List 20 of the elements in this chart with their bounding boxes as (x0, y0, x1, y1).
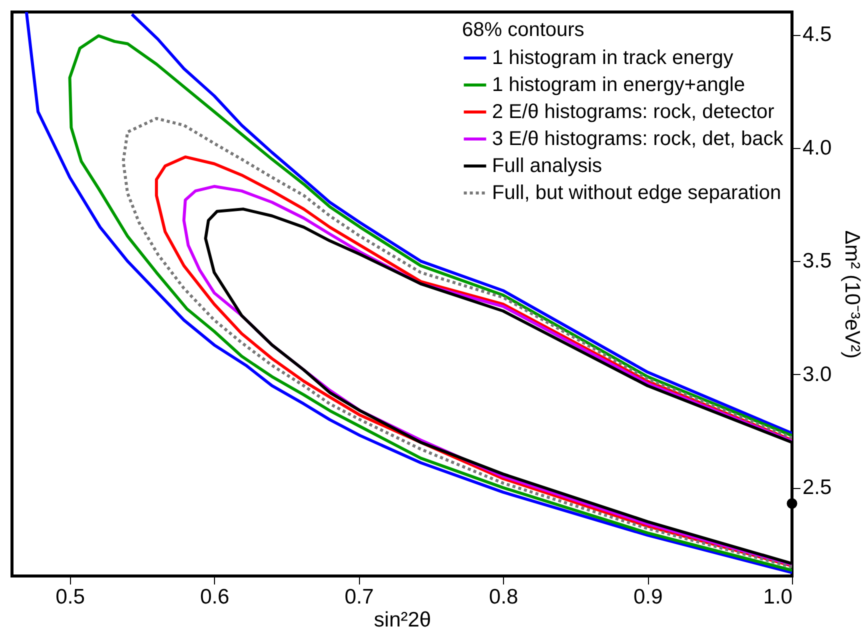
x-tick-label: 0.5 (56, 586, 85, 608)
y-tick-label: 3.5 (802, 250, 832, 273)
y-tick-label: 2.5 (802, 476, 832, 500)
x-axis-title: sin²2θ (374, 608, 432, 632)
legend-title: 68% contours (462, 19, 584, 41)
x-tick-label: 1.0 (763, 586, 792, 608)
legend-label: 1 histogram in track energy (492, 47, 734, 69)
legend-label: Full, but without edge separation (492, 182, 782, 204)
legend-label: 3 E/θ histograms: rock, det, back (492, 128, 784, 150)
y-axis-title: Δm² (10⁻³eV²) (840, 230, 864, 359)
y-tick-label: 4.5 (802, 23, 832, 46)
y-tick-label: 3.0 (802, 362, 832, 386)
legend-label: 2 E/θ histograms: rock, detector (492, 101, 775, 123)
x-tick-label: 0.8 (489, 586, 518, 608)
y-tick-label: 4.0 (802, 136, 832, 160)
legend-label: 1 histogram in energy+angle (492, 74, 745, 96)
x-tick-label: 0.6 (200, 586, 230, 608)
x-tick-label: 0.9 (633, 586, 663, 608)
legend-label: Full analysis (492, 155, 602, 177)
x-tick-label: 0.7 (344, 586, 374, 608)
